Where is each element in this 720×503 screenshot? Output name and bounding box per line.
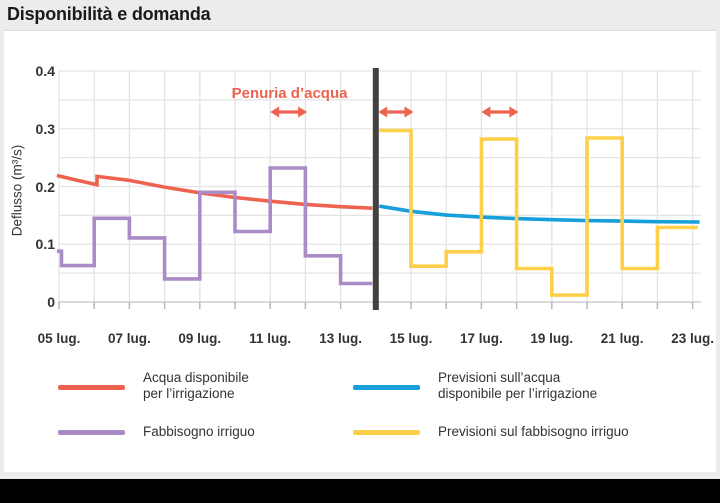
available-line bbox=[56, 173, 373, 210]
x-tick-label: 23 lug. bbox=[671, 331, 714, 346]
x-tick-label: 19 lug. bbox=[530, 331, 574, 346]
x-tick-label: 13 lug. bbox=[319, 331, 362, 346]
x-tick-label: 07 lug. bbox=[108, 331, 151, 346]
y-tick-label: 0.3 bbox=[35, 120, 55, 137]
legend-label-line: Acqua disponibile bbox=[143, 370, 249, 385]
legend-swatch-forecast-demand bbox=[353, 430, 420, 435]
legend-label-line: Previsioni sul fabbisogno irriguo bbox=[438, 424, 629, 439]
legend-label-line: Previsioni sull’acqua bbox=[438, 370, 561, 385]
x-tick-label: 21 lug. bbox=[600, 331, 644, 346]
forecast-demand-line bbox=[379, 128, 698, 297]
chart-card bbox=[4, 30, 716, 472]
y-tick-label: 0 bbox=[47, 294, 55, 310]
shortage-arrow-head-right bbox=[298, 106, 308, 118]
shortage-arrow-head-right bbox=[509, 106, 519, 118]
x-tick-label: 17 lug. bbox=[460, 331, 503, 346]
demand-line bbox=[56, 166, 373, 286]
shortage-arrow-head-left bbox=[481, 106, 491, 118]
legend-label-demand: Fabbisogno irriguo bbox=[143, 424, 255, 440]
x-tick-label: 05 lug. bbox=[37, 331, 81, 346]
legend-swatch-available bbox=[58, 385, 125, 390]
legend-label-line: Fabbisogno irriguo bbox=[143, 424, 255, 439]
water-shortage-annotation: Penuria d’acqua bbox=[231, 85, 348, 103]
x-tick-label: 09 lug. bbox=[178, 331, 222, 346]
x-tick-label: 11 lug. bbox=[249, 331, 292, 346]
legend-label-forecast-available: Previsioni sull’acqua disponibile per l’i… bbox=[438, 370, 597, 401]
legend-label-forecast-demand: Previsioni sul fabbisogno irriguo bbox=[438, 424, 629, 440]
legend-label-available: Acqua disponibile per l’irrigazione bbox=[143, 370, 249, 401]
y-tick-label: 0.1 bbox=[35, 236, 55, 253]
shortage-arrow-head-left bbox=[270, 106, 280, 118]
x-tick-label: 15 lug. bbox=[389, 331, 433, 346]
legend-swatch-demand bbox=[58, 430, 125, 435]
y-tick-label: 0.2 bbox=[35, 178, 55, 195]
shortage-arrow-head-left bbox=[378, 106, 388, 118]
legend-swatch-forecast-available bbox=[353, 385, 420, 390]
forecast-available-line bbox=[379, 204, 700, 224]
page-title: Disponibilità e domanda bbox=[7, 4, 211, 24]
legend-label-line: per l’irrigazione bbox=[143, 385, 235, 401]
y-tick-label: 0.4 bbox=[35, 63, 55, 79]
legend-label-line: disponibile per l’irrigazione bbox=[438, 385, 598, 401]
forecast-divider-bar bbox=[372, 68, 379, 310]
shortage-arrow-head-right bbox=[404, 106, 414, 118]
footer-bar bbox=[0, 479, 720, 503]
